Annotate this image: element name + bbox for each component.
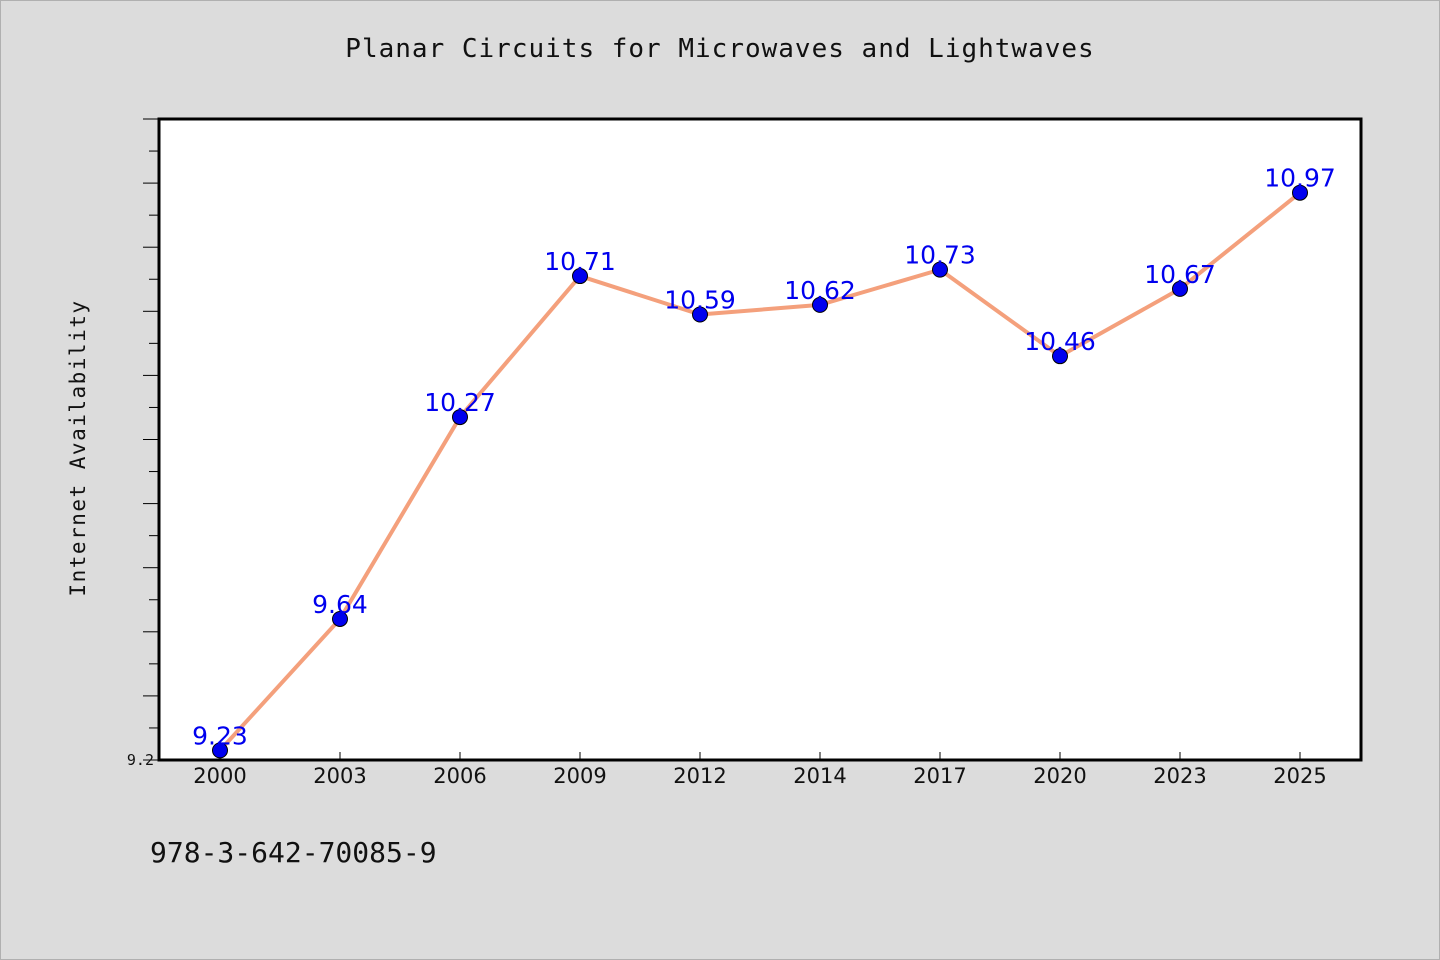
data-point [692, 306, 708, 323]
data-points [212, 184, 1308, 759]
data-label: 10.67 [1144, 260, 1216, 289]
data-label: 10.97 [1264, 164, 1336, 193]
data-label: 10.27 [424, 388, 496, 417]
data-point [1292, 184, 1308, 201]
x-tick-label: 2000 [193, 764, 246, 788]
x-tick-label: 2017 [913, 764, 966, 788]
x-tick-label: 2014 [793, 764, 846, 788]
x-tick-label: 2009 [553, 764, 606, 788]
data-label: 10.46 [1024, 327, 1096, 356]
x-tick-label: 2003 [313, 764, 366, 788]
series-line [218, 191, 1302, 752]
y-tick-label: 9.2 [127, 751, 154, 769]
data-point [932, 261, 948, 278]
x-tick-label: 2006 [433, 764, 486, 788]
data-label: 9.23 [192, 721, 248, 750]
data-label: 10.59 [664, 286, 736, 315]
x-tick-label: 2012 [673, 764, 726, 788]
x-tick-label: 2020 [1033, 764, 1086, 788]
data-labels: 9.23 9.64 10.27 10.71 10.59 10.62 10.73 10.46 10… [192, 164, 1336, 751]
x-axis-ticks: 2000 2003 2006 2009 2012 2014 2017 2020 2023 2025 [193, 752, 1327, 788]
data-label: 10.71 [544, 247, 616, 276]
data-label: 9.64 [312, 590, 368, 619]
plot-area [157, 117, 1363, 762]
data-label: 10.62 [784, 276, 856, 305]
data-point [212, 742, 228, 759]
y-axis-ticks: 9.2 [127, 118, 159, 769]
data-point [1052, 348, 1068, 365]
data-point [1172, 280, 1188, 297]
x-tick-label: 2023 [1153, 764, 1206, 788]
x-tick-label: 2025 [1273, 764, 1326, 788]
data-point [452, 409, 468, 426]
data-label: 10.73 [904, 241, 976, 270]
data-point [332, 610, 348, 627]
isbn-caption: 978-3-642-70085-9 [150, 836, 437, 869]
data-point [572, 268, 588, 285]
chart-title: Planar Circuits for Microwaves and Light… [345, 34, 1095, 64]
data-point [812, 296, 828, 313]
